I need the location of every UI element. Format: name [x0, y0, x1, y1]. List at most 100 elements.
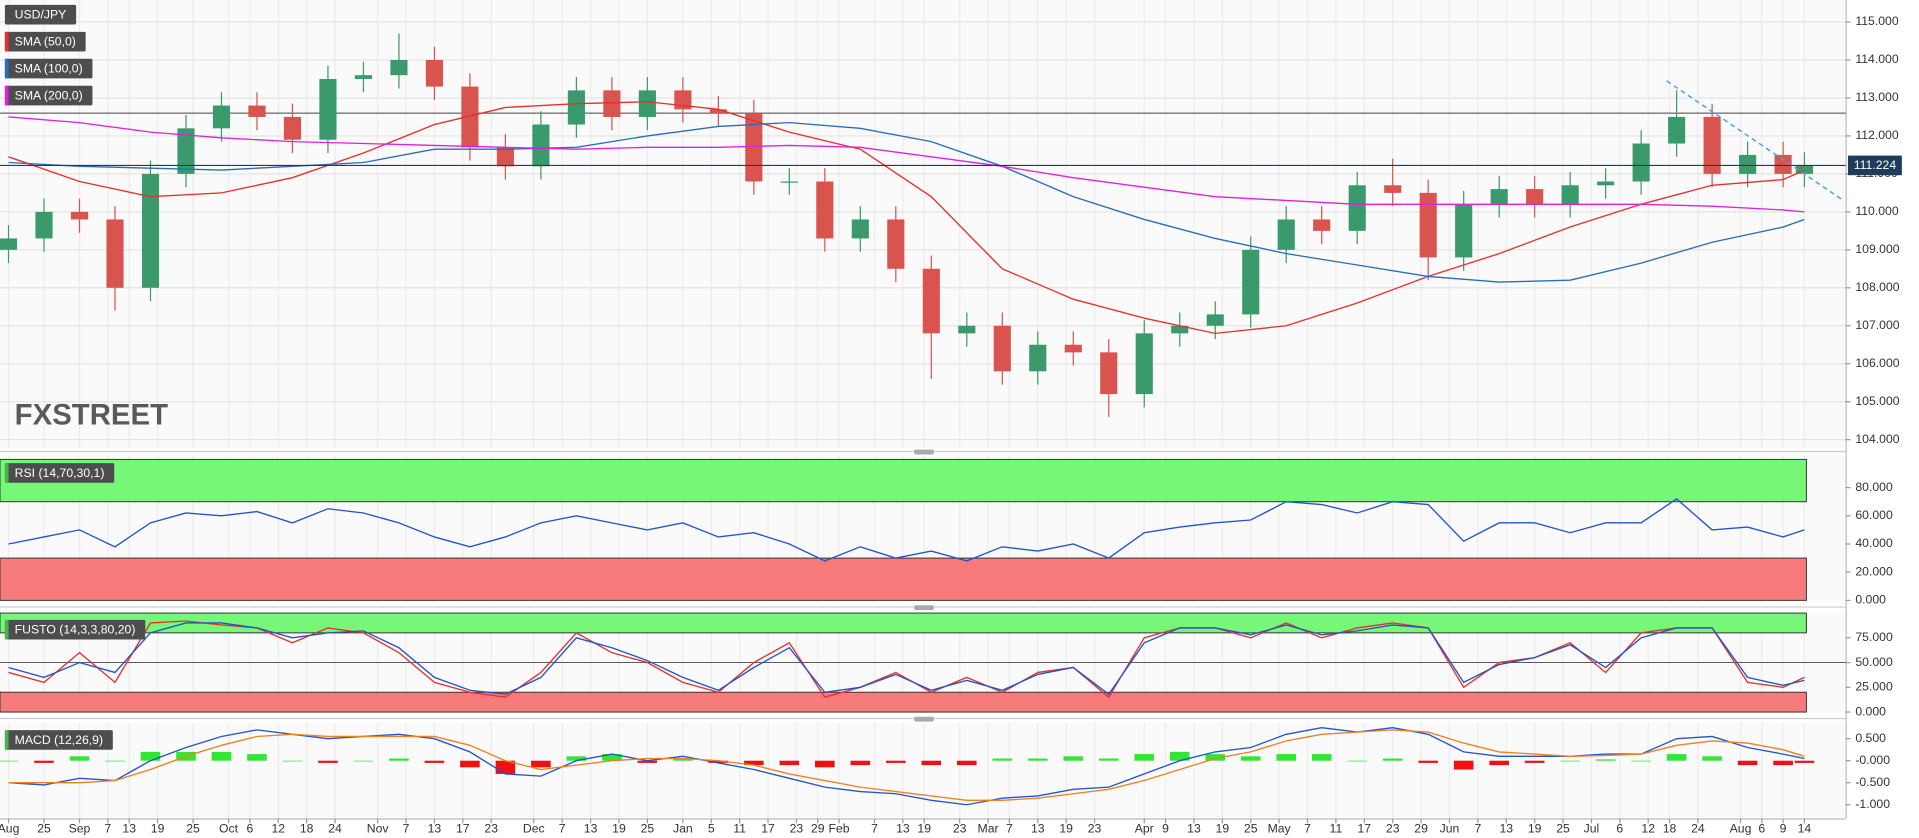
y-tick-label: 0.000 [1855, 704, 1886, 718]
histogram-bar [1027, 758, 1048, 761]
x-tick-label: 18 [1663, 822, 1677, 836]
y-tick-label: 113.000 [1855, 90, 1898, 104]
candle-body [1135, 333, 1153, 395]
histogram-bar [1240, 756, 1261, 761]
resize-handle[interactable] [914, 449, 934, 455]
x-tick-label: 25 [1244, 822, 1258, 836]
legend-entry-text: SMA (50,0) [15, 34, 76, 48]
candle-body [1668, 116, 1686, 144]
x-tick-label: 12 [1641, 822, 1655, 836]
x-tick-label: 13 [122, 822, 136, 836]
x-tick-label: 13 [428, 822, 442, 836]
candle-body [1739, 154, 1757, 174]
legend-entry-bg [4, 58, 93, 79]
y-tick-label: 40.000 [1855, 536, 1893, 550]
legend-entry: SMA (200,0) [4, 85, 93, 106]
candle-body [461, 86, 479, 148]
histogram-bar [1666, 754, 1687, 761]
resize-handle[interactable] [914, 716, 934, 722]
y-tick-label: 0.500 [1855, 731, 1886, 745]
histogram-bar [1276, 754, 1297, 761]
x-tick-label: 23 [1088, 822, 1102, 836]
y-tick-label: 50.000 [1855, 655, 1893, 669]
histogram-bar [566, 756, 587, 761]
histogram-bar [1794, 760, 1815, 763]
legend-entry-swatch [4, 58, 9, 79]
x-tick-label: 9 [1780, 822, 1787, 836]
histogram-bar [247, 754, 267, 761]
indicator-tag: FUSTO (14,3,3,80,20) [4, 619, 146, 640]
x-tick-label: 13 [1499, 822, 1513, 836]
x-tick-label: 7 [1006, 822, 1013, 836]
y-tick-label: 80.000 [1855, 480, 1893, 494]
candle-body [70, 211, 89, 220]
histogram-bar [140, 751, 161, 761]
x-tick-label: 7 [871, 822, 878, 836]
candle-body [780, 181, 798, 183]
legend-entry-text: SMA (200,0) [15, 88, 83, 102]
y-tick-label: -0.500 [1855, 775, 1890, 789]
candle-body [922, 268, 940, 334]
candle-body [993, 325, 1011, 372]
candle-body [1703, 116, 1721, 174]
x-tick-label: Oct [219, 822, 239, 836]
candle-body [425, 59, 443, 87]
histogram-bar [0, 760, 19, 762]
instrument-tag-text: USD/JPY [15, 8, 67, 22]
x-tick-label: 24 [328, 822, 342, 836]
histogram-bar [708, 760, 729, 763]
x-tick-label: 11 [733, 822, 746, 836]
legend-entry-text: SMA (100,0) [15, 61, 83, 75]
resize-handle[interactable] [914, 605, 934, 611]
y-tick-label: 114.000 [1855, 52, 1898, 66]
x-tick-label: 7 [104, 822, 111, 836]
x-tick-label: 7 [559, 822, 566, 836]
last-price-bg [1848, 155, 1902, 176]
x-tick-label: Feb [828, 822, 849, 836]
histogram-bar [1063, 756, 1084, 761]
y-tick-label: -1.000 [1855, 797, 1890, 811]
x-tick-label: 5 [708, 822, 715, 836]
last-price-tag: 111.224 [1848, 155, 1902, 176]
candle-body [1064, 344, 1082, 353]
x-tick-label: 13 [1187, 822, 1201, 836]
candle-body [638, 90, 656, 117]
candle-body [532, 124, 550, 167]
x-tick-label: 19 [1216, 822, 1230, 836]
candle-body [1455, 204, 1473, 258]
candle-body [1419, 192, 1437, 258]
y-tick-label: 112.000 [1855, 128, 1898, 142]
candle-body [106, 219, 124, 288]
indicator-tag-text: FUSTO (14,3,3,80,20) [15, 623, 136, 637]
x-tick-label: 25 [1556, 822, 1570, 836]
candle-body [1242, 249, 1260, 315]
histogram-bar [1347, 760, 1367, 762]
x-tick-label: 23 [953, 822, 967, 836]
x-tick-label: 25 [186, 822, 200, 836]
histogram-bar [1560, 760, 1580, 762]
x-tick-label: Aug [0, 822, 20, 836]
candle-body [1277, 219, 1295, 250]
x-tick-label: Nov [367, 822, 390, 836]
x-tick-label: 17 [761, 822, 775, 836]
x-tick-label: 23 [484, 822, 498, 836]
histogram-bar [1382, 758, 1403, 761]
candle-body [567, 90, 585, 125]
legend-entry: SMA (100,0) [4, 58, 93, 79]
x-tick-label: Dec [523, 822, 545, 836]
histogram-bar [318, 760, 338, 763]
x-tick-label: 29 [811, 822, 825, 836]
histogram-bar [105, 760, 125, 762]
histogram-bar [389, 758, 409, 761]
candle-body [745, 113, 763, 182]
candle-body [1313, 219, 1331, 231]
x-tick-label: 7 [403, 822, 410, 836]
histogram-bar [744, 760, 764, 766]
x-tick-label: May [1268, 822, 1292, 836]
x-tick-label: 13 [1031, 822, 1045, 836]
histogram-bar [1169, 751, 1190, 761]
histogram-bar [1453, 760, 1474, 770]
candle-body [354, 75, 373, 79]
histogram-bar [1489, 760, 1509, 766]
trend-line [1666, 80, 1844, 202]
